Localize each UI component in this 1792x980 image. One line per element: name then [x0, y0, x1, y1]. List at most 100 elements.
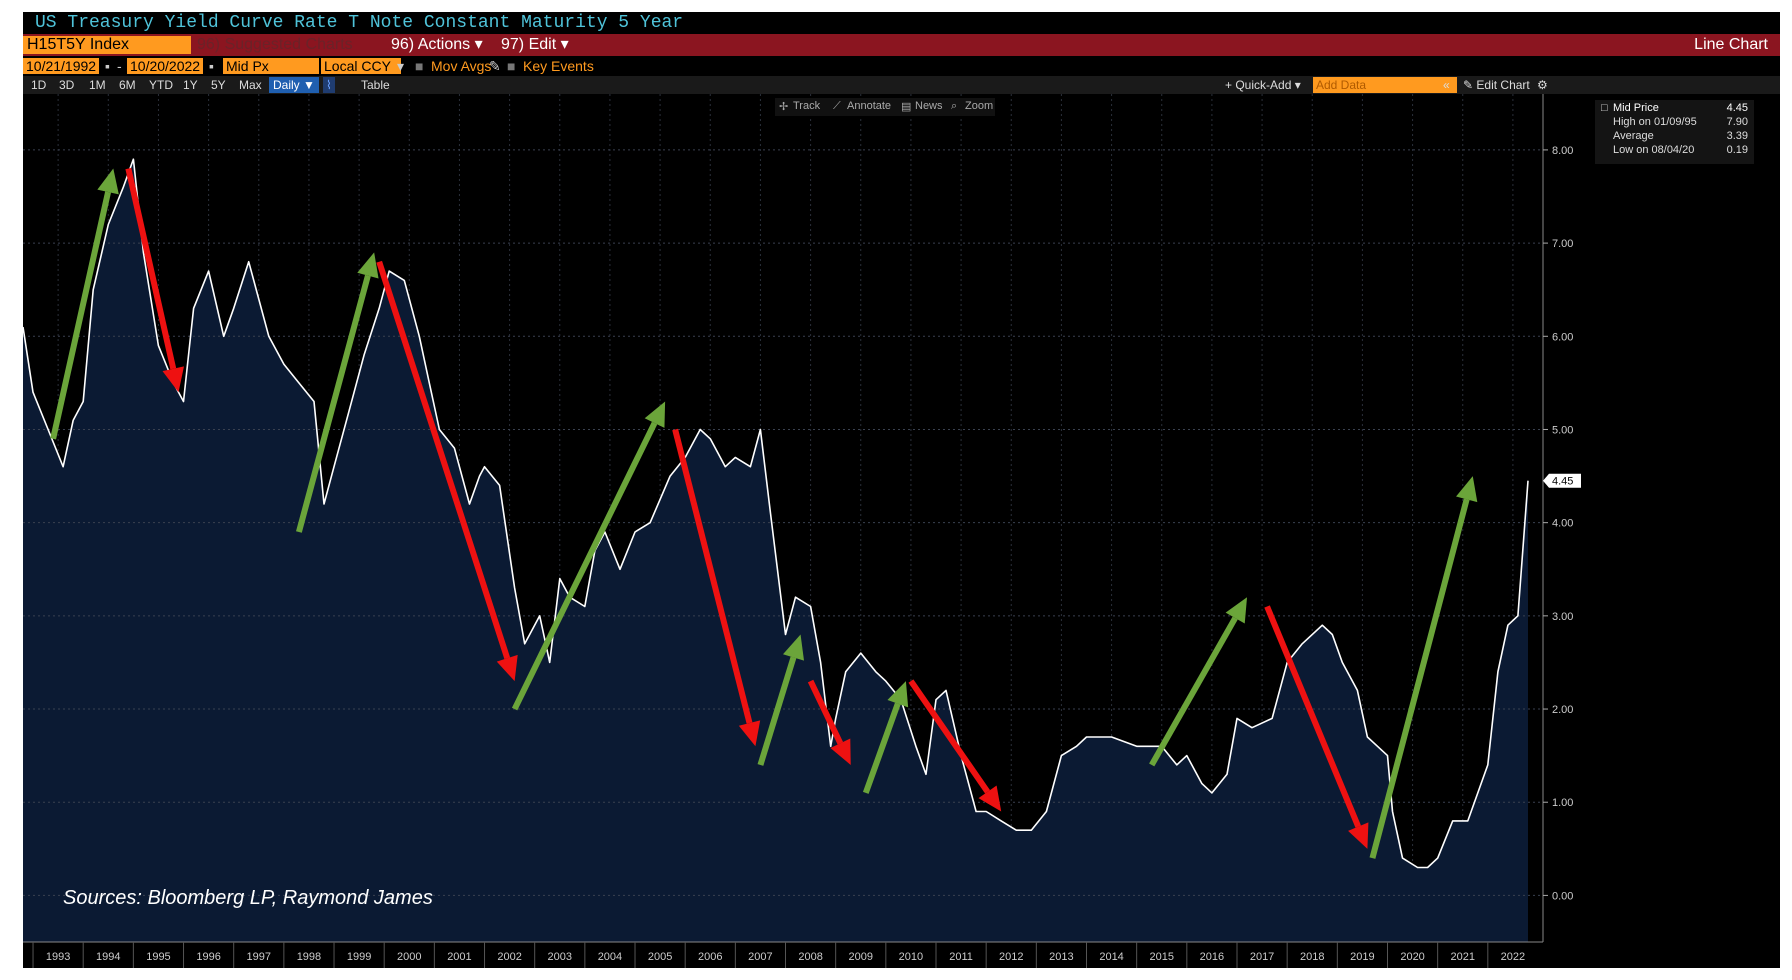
range-1d[interactable]: 1D [31, 78, 47, 92]
x-tick-label: 1994 [96, 951, 120, 963]
trend-arrow-up [757, 656, 797, 766]
x-tick-label: 2011 [949, 951, 973, 963]
range-max[interactable]: Max [239, 78, 262, 92]
range-3d[interactable]: 3D [59, 78, 75, 92]
trend-arrowhead-down [496, 654, 518, 682]
calendar-icon[interactable]: ▪ [209, 58, 214, 74]
suggested-charts-button[interactable]: 96) Suggested Charts [197, 36, 353, 53]
edit-label: 97) Edit [501, 36, 557, 53]
checkbox-icon[interactable]: ■ [507, 58, 516, 74]
price-field-select[interactable]: Mid Px [223, 58, 319, 74]
x-tick-label: 2020 [1400, 951, 1424, 963]
last-price-marker [1543, 473, 1581, 488]
x-tick-label: 2009 [849, 951, 873, 963]
edit-chart-label: Edit Chart [1476, 78, 1530, 92]
table-button[interactable]: Table [361, 78, 390, 92]
line-chart-icon[interactable]: ⌇ [323, 77, 335, 93]
legend-average-label: Average [1613, 130, 1654, 142]
params-bar: 10/21/1992 ▪ - 10/20/2022 ▪ Mid Px Local… [23, 56, 1780, 76]
x-tick-label: 2022 [1501, 951, 1525, 963]
trend-arrowhead-down [162, 366, 184, 393]
quick-add-button[interactable]: + Quick-Add ▾ [1225, 77, 1301, 93]
x-tick-label: 2013 [1049, 951, 1073, 963]
add-data-input[interactable]: Add Data [1313, 77, 1457, 93]
trend-arrow-up [1369, 498, 1470, 859]
y-tick-label: 0.00 [1552, 890, 1573, 902]
x-tick-label: 2000 [397, 951, 421, 963]
y-tick-label: 7.00 [1552, 238, 1573, 250]
trend-arrowhead-up [1456, 476, 1478, 503]
x-tick-label: 2001 [447, 951, 471, 963]
news-icon[interactable]: ▤ [901, 101, 912, 113]
chevron-down-icon: ▾ [474, 36, 483, 53]
trend-arrow-up [511, 421, 658, 711]
range-1y[interactable]: 1Y [183, 78, 198, 92]
edit-chart-button[interactable]: ✎ Edit Chart [1463, 77, 1530, 93]
x-tick-label: 2004 [598, 951, 622, 963]
title-bar: US Treasury Yield Curve Rate T Note Cons… [23, 12, 1780, 34]
collapse-icon[interactable]: « [1443, 78, 1450, 92]
gear-icon[interactable]: ⚙ [1537, 78, 1548, 92]
trend-arrowhead-up [644, 401, 666, 428]
bloomberg-terminal-window: US Treasury Yield Curve Rate T Note Cons… [23, 12, 1780, 968]
range-6m[interactable]: 6M [119, 78, 136, 92]
quick-add-label: + Quick-Add [1225, 78, 1292, 92]
chart-toolbar: ✢ Track ⟋ Annotate ▤ News ⌕ Zoom [775, 98, 995, 116]
trend-arrow-down [376, 260, 511, 660]
frequency-label: Daily [273, 78, 300, 92]
checkbox-icon[interactable]: ■ [415, 58, 424, 74]
currency-select[interactable]: Local CCY [321, 58, 401, 74]
trend-arrow-up [862, 702, 901, 794]
y-tick-label: 1.00 [1552, 797, 1573, 809]
x-tick-label: 2016 [1200, 951, 1224, 963]
chevron-down-icon[interactable]: ▾ [397, 58, 405, 74]
x-tick-label: 2005 [648, 951, 672, 963]
pencil-icon[interactable]: ✎ [489, 58, 501, 74]
legend-high-label: High on 01/09/95 [1613, 116, 1697, 128]
y-tick-label: 6.00 [1552, 331, 1573, 343]
trend-arrowhead-down [978, 785, 1002, 812]
y-tick-label: 8.00 [1552, 145, 1573, 157]
x-tick-label: 1998 [297, 951, 321, 963]
x-tick-label: 1996 [196, 951, 220, 963]
range-5y[interactable]: 5Y [211, 78, 226, 92]
x-tick-label: 2002 [497, 951, 521, 963]
legend: □ Mid Price 4.45 High on 01/09/95 7.90 A… [1595, 100, 1754, 164]
start-date-field[interactable]: 10/21/1992 [23, 58, 100, 74]
x-axis-panel [23, 942, 1780, 968]
window-title: US Treasury Yield Curve Rate T Note Cons… [35, 13, 684, 33]
x-tick-label: 1997 [247, 951, 271, 963]
frequency-select[interactable]: Daily ▼ [269, 77, 319, 93]
legend-low-value: 0.19 [1726, 144, 1748, 156]
range-1m[interactable]: 1M [89, 78, 106, 92]
legend-mid-price-value: 4.45 [1726, 102, 1748, 114]
legend-high-value: 7.90 [1726, 116, 1748, 128]
actions-menu[interactable]: 96) Actions ▾ [391, 36, 483, 54]
ticker-field[interactable]: H15T5Y Index [23, 36, 191, 54]
crosshair-icon[interactable]: ✢ [779, 101, 789, 113]
track-tool[interactable]: Track [793, 100, 821, 112]
mov-avgs-toggle[interactable]: Mov Avgs [431, 58, 492, 74]
x-tick-label: 2006 [698, 951, 722, 963]
range-ytd[interactable]: YTD [149, 78, 173, 92]
zoom-icon[interactable]: ⌕ [951, 100, 958, 112]
x-tick-label: 2019 [1350, 951, 1374, 963]
x-tick-label: 2012 [999, 951, 1023, 963]
news-tool[interactable]: News [915, 100, 943, 112]
view-label: Line Chart [1694, 36, 1768, 53]
x-tick-label: 1993 [46, 951, 70, 963]
calendar-icon[interactable]: ▪ [105, 58, 110, 74]
trend-arrow-down [1264, 605, 1362, 828]
trend-arrow-down [125, 167, 177, 370]
zoom-tool[interactable]: Zoom [965, 100, 994, 112]
chevron-down-icon: ▾ [560, 36, 569, 53]
key-events-toggle[interactable]: Key Events [523, 58, 594, 74]
edit-menu[interactable]: 97) Edit ▾ [501, 36, 569, 54]
x-tick-label: 2007 [748, 951, 772, 963]
annotate-icon[interactable]: ⟋ [833, 100, 841, 112]
x-tick-label: 2010 [899, 951, 923, 963]
end-date-field[interactable]: 10/20/2022 [127, 58, 204, 74]
annotate-tool[interactable]: Annotate [847, 100, 892, 112]
y-tick-label: 5.00 [1552, 424, 1573, 436]
legend-mid-price-label: Mid Price [1613, 102, 1659, 114]
